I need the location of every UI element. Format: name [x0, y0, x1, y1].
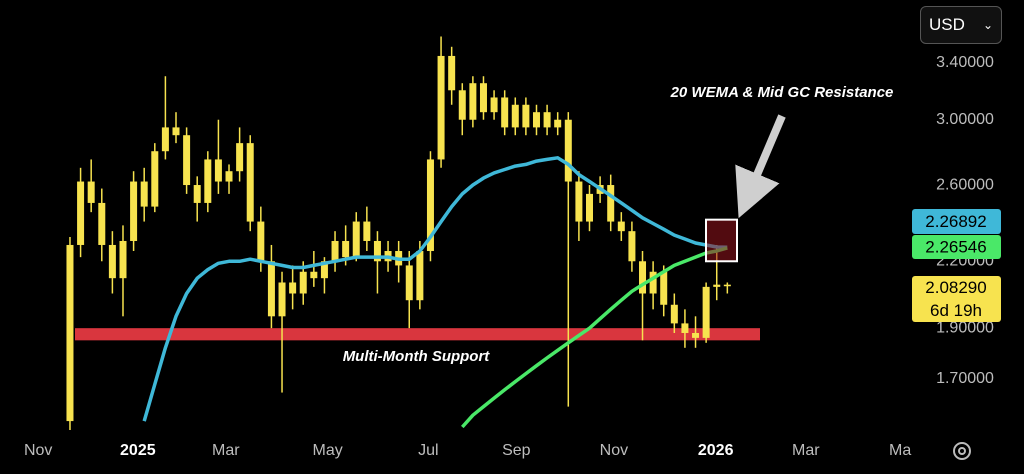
y-tick-label: 1.90000 [936, 319, 994, 336]
price-tag [912, 209, 1001, 234]
currency-label: USD [929, 15, 965, 34]
candle-body [437, 55, 445, 160]
candle-body [66, 244, 74, 422]
candle-body [140, 181, 148, 207]
candle-body [183, 135, 191, 186]
x-tick-label: May [313, 442, 343, 459]
candle-body [204, 159, 212, 203]
price-tag-label: 2.26546 [925, 237, 986, 256]
candle-body [649, 271, 657, 294]
x-tick-label: 2025 [120, 442, 156, 459]
candle-body [713, 284, 721, 287]
candle-body [278, 282, 286, 317]
candle-body [607, 185, 615, 222]
candle-body [236, 143, 244, 172]
resistance-label: 20 WEMA & Mid GC Resistance [670, 84, 894, 101]
x-tick-label: 2026 [698, 442, 734, 459]
candle-body [352, 221, 360, 258]
y-tick-label: 3.00000 [936, 111, 994, 128]
candle-body [554, 119, 562, 128]
candle-body [458, 90, 466, 120]
candle-body [108, 244, 116, 279]
candle-body [586, 193, 594, 222]
settings-icon[interactable] [953, 442, 971, 460]
price-tag-label: 2.26892 [925, 212, 986, 231]
chevron: ⌄ [982, 18, 993, 32]
candle-body [320, 261, 328, 279]
candle-body [363, 221, 371, 241]
candle-body [77, 181, 85, 245]
candle-body [543, 112, 551, 128]
candle-body [416, 251, 424, 301]
candle-body [426, 159, 434, 252]
currency-select[interactable]: USD ⌄ [920, 6, 1002, 44]
candle-body [469, 83, 477, 120]
candle-body [405, 265, 413, 301]
candle-body [670, 304, 678, 324]
x-tick-label: Mar [212, 442, 240, 459]
x-tick-label: Nov [600, 442, 628, 459]
x-tick-label: Nov [24, 442, 52, 459]
candle-body [342, 240, 350, 258]
candle-body [511, 104, 519, 128]
candle-body [564, 119, 572, 182]
candle-body [299, 271, 307, 294]
candle-body [639, 261, 647, 294]
y-tick-label: 1.70000 [936, 370, 994, 387]
candle-body [448, 55, 456, 91]
resistance-box [705, 218, 738, 263]
candle-body [628, 231, 636, 262]
y-tick-label: 3.40000 [936, 54, 994, 71]
price-tag [912, 276, 1001, 322]
x-tick-label: Mar [792, 442, 820, 459]
candle-body [660, 271, 668, 305]
candle-body [723, 284, 731, 287]
candle-body [161, 127, 169, 152]
candle-body [246, 143, 254, 222]
candle-body [692, 332, 700, 338]
price-tag [912, 235, 1001, 259]
candle-body [172, 127, 180, 136]
candle-body [214, 159, 222, 182]
candle-body [479, 83, 487, 113]
x-tick-label: Ma [889, 442, 911, 459]
candle-body [98, 202, 106, 245]
candle-body [193, 185, 201, 203]
candle-body [617, 221, 625, 232]
candle-body [87, 181, 95, 203]
candle-body [310, 271, 318, 279]
candle-body [331, 240, 339, 262]
x-tick-label: Sep [502, 442, 531, 459]
support-zone [75, 328, 760, 341]
candle-body [289, 282, 297, 294]
ma-line [142, 156, 728, 422]
price-tag-label: 2.08290 [925, 278, 986, 297]
candle-body [225, 171, 233, 182]
x-tick-label: Jul [418, 442, 438, 459]
candle-body [267, 261, 275, 317]
candle-body [151, 151, 159, 207]
candle-body [702, 286, 710, 338]
candle-body [575, 181, 583, 222]
candle-body [532, 112, 540, 128]
candle-body [501, 97, 509, 128]
ma-line [460, 246, 728, 429]
candle-body [119, 240, 127, 279]
y-tick-label: 2.60000 [936, 176, 994, 193]
candle-body [522, 104, 530, 128]
candle-body [490, 97, 498, 113]
arrow [735, 114, 786, 219]
candle-body [257, 221, 265, 262]
price-tag-label: 6d 19h [930, 301, 982, 320]
candle-body [373, 240, 381, 262]
support-label: Multi-Month Support [343, 348, 491, 365]
candle-body [130, 181, 138, 241]
candle-body [681, 323, 689, 333]
